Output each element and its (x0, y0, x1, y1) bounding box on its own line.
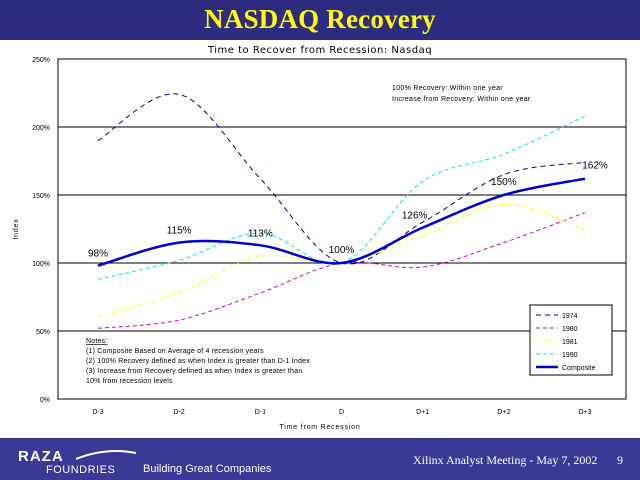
legend-label: 1990 (562, 352, 578, 359)
page-number: 9 (617, 453, 623, 467)
notes-heading: Notes: (86, 338, 107, 345)
annotation-text: 100% Recovery: Within one year (392, 85, 503, 92)
notes-line: 10% from recession levels (86, 378, 173, 385)
y-tick-label: 200% (32, 125, 50, 132)
x-tick-label: D-3 (92, 409, 103, 416)
footer-meeting: Xilinx Analyst Meeting - May 7, 2002 (413, 453, 598, 467)
legend-label: 1974 (562, 313, 578, 320)
x-tick-label: D+1 (416, 409, 429, 416)
series-line-1974 (97, 93, 586, 265)
x-axis-label: Time from Recession (279, 424, 360, 431)
slide-title: NASDAQ Recovery (204, 4, 436, 34)
logo-swoosh-icon (76, 450, 136, 460)
annotation-text: Increase from Recovery: Within one year (392, 96, 531, 103)
notes-line: (2) 100% Recovery defined as when Index … (86, 358, 310, 365)
plot-area-border (57, 58, 627, 400)
company-logo: RAZA FOUNDRIES Building Great Companies (18, 446, 278, 476)
nasdaq-recovery-chart: Time to Recover from Recession: Nasdaq 0%… (13, 45, 627, 431)
x-tick-label: D+3 (578, 409, 591, 416)
series-line-1981 (97, 204, 586, 317)
chart-panel: Time to Recover from Recession: Nasdaq 0%… (0, 40, 640, 438)
notes-line: (3) Increase from Recovery defined as wh… (86, 368, 302, 375)
logo-sub: FOUNDRIES (46, 464, 116, 476)
data-label: 126% (402, 211, 428, 222)
series-line-composite (97, 177, 586, 267)
y-tick-label: 100% (32, 261, 50, 268)
legend-label: 1981 (562, 339, 578, 346)
x-tick-label: D-1 (255, 409, 266, 416)
logo-brand: RAZA (18, 448, 64, 465)
logo-tagline: Building Great Companies (143, 463, 272, 475)
data-label: 162% (582, 161, 608, 172)
y-axis-label: Index (13, 218, 20, 239)
y-tick-label: 0% (40, 397, 50, 404)
y-tick-label: 50% (36, 329, 50, 336)
x-tick-label: D-2 (174, 409, 185, 416)
legend-box (529, 304, 613, 376)
chart-title: Time to Recover from Recession: Nasdaq (207, 45, 432, 56)
data-label: 98% (88, 249, 108, 260)
data-label: 100% (329, 245, 355, 256)
data-label: 113% (248, 228, 273, 239)
legend-label: 1980 (562, 326, 578, 333)
data-label: 115% (167, 226, 192, 237)
x-tick-label: D+2 (497, 409, 510, 416)
footer: RAZA FOUNDRIES Building Great Companies … (0, 440, 640, 480)
x-tick-label: D (339, 409, 344, 416)
legend-label: Composite (562, 365, 596, 372)
y-tick-label: 250% (32, 57, 50, 64)
y-tick-label: 150% (32, 193, 50, 200)
data-label: 150% (491, 177, 517, 188)
notes-line: (1) Composite Based on Average of 4 rece… (86, 348, 264, 355)
